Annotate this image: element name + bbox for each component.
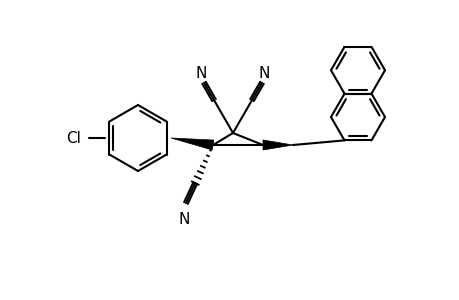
Text: Cl: Cl [66, 130, 81, 146]
Text: N: N [258, 66, 269, 81]
Text: N: N [196, 66, 207, 81]
Polygon shape [263, 140, 292, 150]
Polygon shape [171, 138, 213, 150]
Text: N: N [178, 212, 190, 227]
